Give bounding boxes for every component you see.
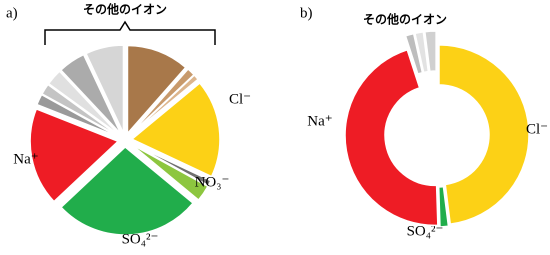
pie-slice xyxy=(85,44,125,134)
donut-slice xyxy=(424,30,437,73)
panel-label: b) xyxy=(300,5,313,21)
slice-label: Na⁺ xyxy=(307,113,332,129)
panel-label: a) xyxy=(6,5,18,21)
donut-slice xyxy=(404,32,424,75)
donut-slice xyxy=(414,31,430,74)
pie-slice xyxy=(35,93,120,138)
pie-slice xyxy=(40,83,120,137)
pie-slice xyxy=(130,143,209,202)
pie-slice xyxy=(129,74,200,136)
slice-label: Cl⁻ xyxy=(229,91,251,107)
pie-slice xyxy=(126,44,187,136)
donut-slice xyxy=(344,48,439,227)
group-label: その他のイオン xyxy=(363,12,447,27)
pie-slice xyxy=(47,70,121,136)
donut-slice xyxy=(437,185,450,228)
pie-slice xyxy=(59,53,122,135)
pie-slice xyxy=(130,142,212,187)
slice-label: SO₄²⁻ xyxy=(407,223,444,239)
slice-label: NO₃⁻ xyxy=(195,174,230,190)
slice-label: Na⁺ xyxy=(13,151,38,167)
slice-label: Cl⁻ xyxy=(526,121,548,137)
group-brace xyxy=(44,20,216,45)
pie-slice xyxy=(60,145,195,236)
group-label: その他のイオン xyxy=(83,2,167,17)
pie-slice xyxy=(29,107,120,203)
pie-slice xyxy=(130,81,221,178)
donut-slice xyxy=(438,44,530,226)
slice-label: SO₄²⁻ xyxy=(122,231,159,247)
